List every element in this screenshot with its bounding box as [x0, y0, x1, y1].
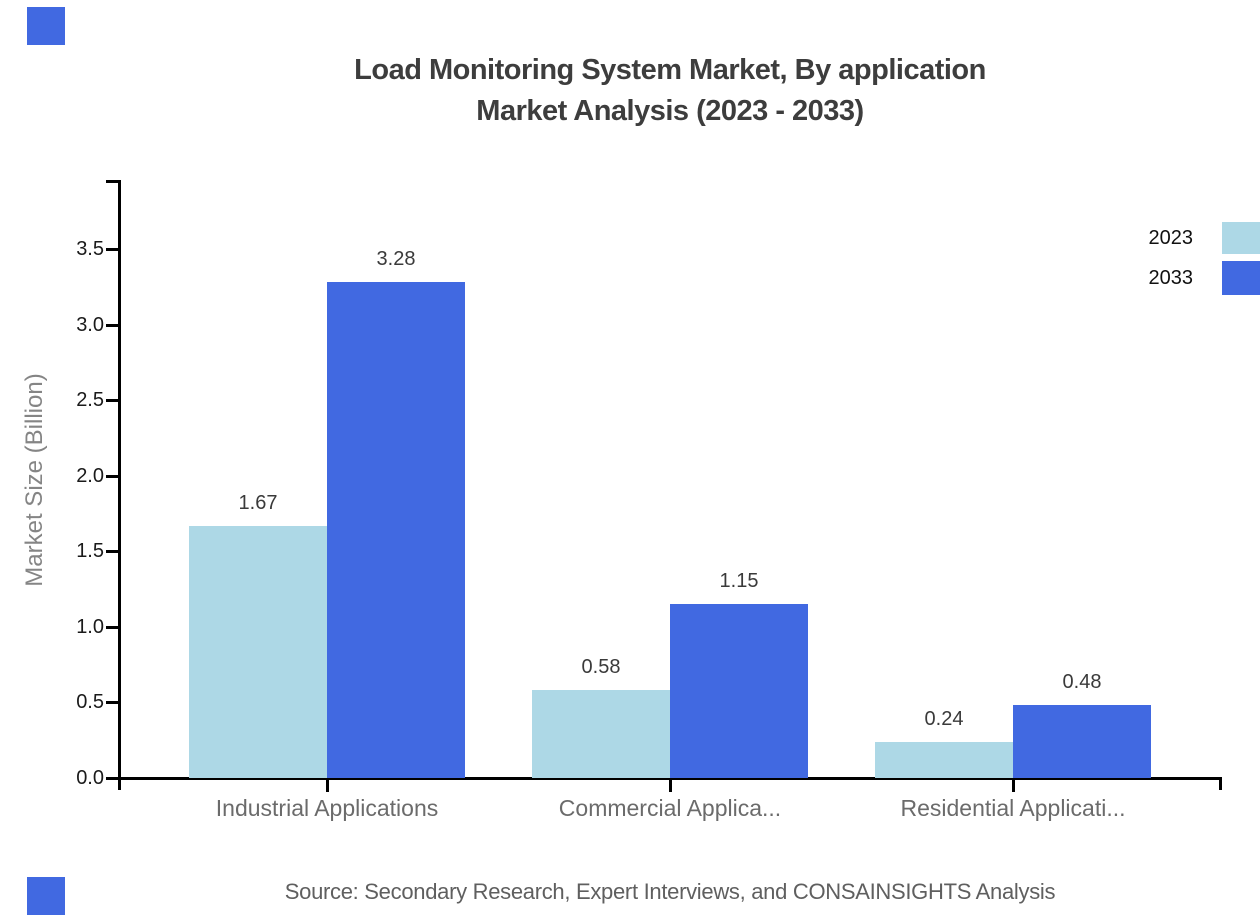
y-tick-label: 2.0: [76, 465, 104, 487]
bar-2033: [327, 282, 465, 778]
x-tick-mark: [1012, 780, 1015, 792]
y-tick-mark: [106, 777, 119, 780]
y-tick-label: 3.0: [76, 314, 104, 336]
y-tick-mark: [106, 550, 119, 553]
chart-title: Load Monitoring System Market, By applic…: [80, 50, 1260, 132]
x-tick-mark: [326, 780, 329, 792]
y-tick-mark: [106, 248, 119, 251]
y-tick-mark: [106, 399, 119, 402]
bar-2023: [875, 742, 1013, 778]
brand-corner-square-bottom: [27, 877, 65, 915]
bar-2033: [1013, 705, 1151, 778]
legend-swatch-2023: [1222, 222, 1260, 254]
bar-2023: [532, 690, 670, 778]
y-tick-mark: [106, 475, 119, 478]
x-axis-line: [106, 777, 1222, 780]
legend-label-2023: 2023: [1148, 226, 1194, 249]
category-label: Commercial Applica...: [558, 795, 782, 821]
y-axis-top-end-tick: [106, 180, 119, 183]
y-tick-mark: [106, 626, 119, 629]
x-axis-right-end-tick: [1219, 777, 1222, 790]
bar-2033: [670, 604, 808, 778]
y-tick-label: 0.5: [76, 691, 104, 713]
legend-item-2033: 2033: [1149, 261, 1260, 295]
bar-value-label: 0.48: [1062, 671, 1102, 693]
bar-value-label: 1.15: [719, 570, 759, 592]
x-tick-mark: [669, 780, 672, 792]
bar-value-label: 3.28: [376, 248, 416, 270]
legend-swatch-2033: [1222, 261, 1260, 295]
y-tick-label: 0.0: [76, 767, 104, 789]
y-tick-mark: [106, 701, 119, 704]
y-tick-mark: [106, 324, 119, 327]
legend-item-2023: 2023: [1149, 222, 1260, 254]
legend-label-2033: 2033: [1148, 266, 1194, 289]
chart-title-line2: Market Analysis (2023 - 2033): [476, 95, 864, 127]
source-text: Source: Secondary Research, Expert Inter…: [284, 879, 1056, 904]
bar-value-label: 0.24: [924, 708, 964, 730]
category-label: Residential Applicati...: [900, 795, 1126, 821]
chart-title-line1: Load Monitoring System Market, By applic…: [354, 54, 986, 86]
brand-corner-square-top: [27, 7, 65, 45]
y-tick-label: 2.5: [76, 389, 104, 411]
bar-2023: [189, 526, 327, 778]
bar-value-label: 1.67: [238, 492, 278, 514]
y-tick-label: 3.5: [76, 238, 104, 260]
y-axis-line: [118, 180, 121, 790]
y-tick-label: 1.0: [76, 616, 104, 638]
y-tick-label: 1.5: [76, 540, 104, 562]
bar-value-label: 0.58: [581, 656, 621, 678]
category-label: Industrial Applications: [215, 795, 439, 821]
